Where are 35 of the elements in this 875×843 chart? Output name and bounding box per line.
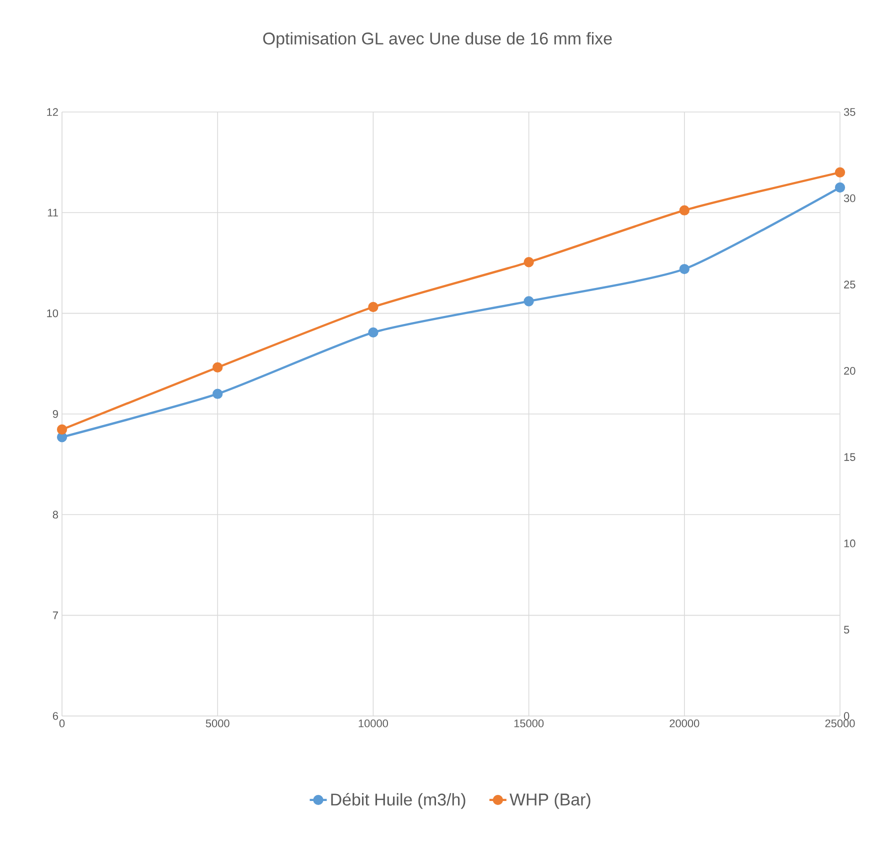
x-tick-label: 15000 bbox=[514, 720, 544, 728]
x-tick-label: 10000 bbox=[358, 720, 388, 728]
y-tick-label: 12 bbox=[47, 108, 58, 116]
y-tick-label: 6 bbox=[52, 712, 58, 720]
point bbox=[524, 257, 534, 268]
point bbox=[679, 205, 690, 216]
y-tick-label: 11 bbox=[48, 208, 58, 216]
point bbox=[368, 302, 378, 312]
y2-tick-label: 5 bbox=[844, 626, 850, 634]
legend-label: Débit Huile (m3/h) bbox=[331, 792, 466, 809]
y2-tick-label: 25 bbox=[844, 280, 856, 288]
point bbox=[212, 388, 223, 399]
x-tick-label: 0 bbox=[59, 720, 65, 728]
point bbox=[834, 182, 846, 193]
x-tick-label: 25000 bbox=[825, 720, 855, 728]
y2-tick-label: 10 bbox=[844, 540, 856, 548]
x-tick-label: 20000 bbox=[670, 720, 700, 728]
chart-title: Optimisation GL avec Une duse de 16 mm fixe bbox=[263, 32, 612, 48]
y-tick-label: 10 bbox=[47, 309, 58, 318]
point bbox=[834, 167, 846, 178]
y2-tick-label: 0 bbox=[844, 712, 850, 720]
y2-tick-label: 15 bbox=[844, 453, 856, 461]
y-tick-label: 7 bbox=[52, 612, 58, 620]
y2-tick-label: 20 bbox=[844, 366, 856, 375]
x-tick-label: 5000 bbox=[206, 720, 230, 728]
point bbox=[56, 424, 68, 435]
point bbox=[212, 362, 223, 372]
point bbox=[524, 296, 534, 306]
y2-tick-label: 30 bbox=[844, 194, 856, 202]
y2-tick-label: 35 bbox=[844, 108, 856, 116]
y-tick-label: 9 bbox=[52, 410, 58, 418]
point bbox=[368, 327, 378, 338]
legend-label: WHP (Bar) bbox=[510, 793, 590, 809]
y-tick-label: 8 bbox=[52, 510, 58, 519]
point bbox=[679, 264, 690, 274]
